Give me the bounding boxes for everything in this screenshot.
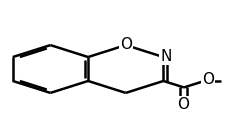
- Text: N: N: [160, 49, 172, 64]
- Text: O: O: [202, 72, 214, 87]
- Text: O: O: [120, 37, 132, 52]
- Text: O: O: [177, 97, 189, 112]
